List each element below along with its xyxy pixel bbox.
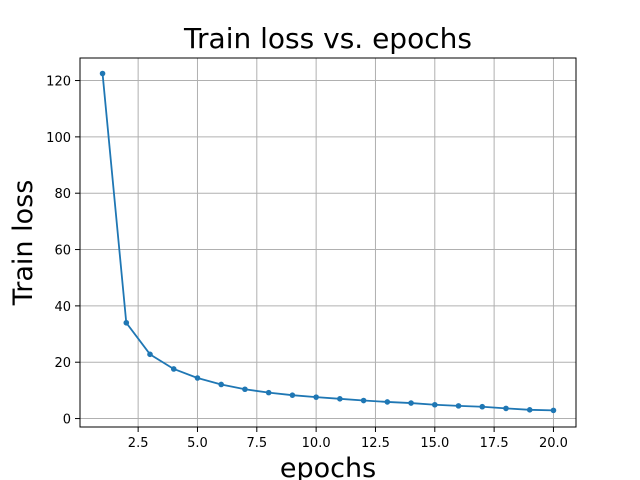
data-point — [479, 403, 486, 410]
series — [99, 70, 557, 414]
series-line — [101, 73, 554, 412]
x-tick-label: 5.0 — [187, 436, 208, 451]
data-point — [360, 397, 367, 404]
plot-frame — [79, 57, 577, 428]
ticks: 2.5 5.0 7.5 10.0 12.5 15.0 17.5 20.0 0 20 40 60 80 10… — [46, 75, 568, 451]
grid — [80, 58, 576, 427]
data-point — [194, 375, 201, 381]
data-point — [455, 403, 462, 409]
data-point — [218, 381, 225, 388]
y-tick-label: 60 — [54, 244, 71, 259]
data-point — [408, 400, 414, 406]
y-tick-label: 80 — [54, 187, 71, 202]
data-point — [99, 70, 106, 77]
data-point — [384, 399, 391, 405]
x-tick-label: 15.0 — [420, 436, 449, 451]
y-tick-label: 0 — [63, 413, 71, 428]
data-point — [313, 394, 319, 400]
x-tick-label: 20.0 — [539, 436, 568, 451]
data-point — [265, 389, 272, 396]
y-axis-label: Train loss — [8, 180, 39, 307]
data-point — [431, 401, 438, 408]
y-tick-label: 20 — [54, 356, 71, 371]
data-point — [550, 407, 557, 414]
y-tick-label: 120 — [46, 75, 71, 90]
data-point — [337, 396, 343, 402]
data-point — [526, 407, 533, 413]
x-tick-label: 2.5 — [128, 436, 149, 451]
y-tick-label: 40 — [54, 300, 71, 315]
y-tick-label: 100 — [46, 131, 71, 146]
x-tick-label: 7.5 — [246, 436, 267, 451]
data-point — [289, 392, 296, 398]
chart-title: Train loss vs. epochs — [183, 22, 472, 55]
data-point — [170, 366, 177, 372]
data-point — [147, 351, 153, 358]
data-point — [242, 386, 248, 393]
x-tick-label: 10.0 — [302, 436, 331, 451]
x-tick-label: 17.5 — [480, 436, 509, 451]
x-axis-label: epochs — [280, 453, 376, 480]
data-point — [123, 319, 130, 326]
x-tick-label: 12.5 — [361, 436, 390, 451]
data-point — [503, 405, 509, 412]
